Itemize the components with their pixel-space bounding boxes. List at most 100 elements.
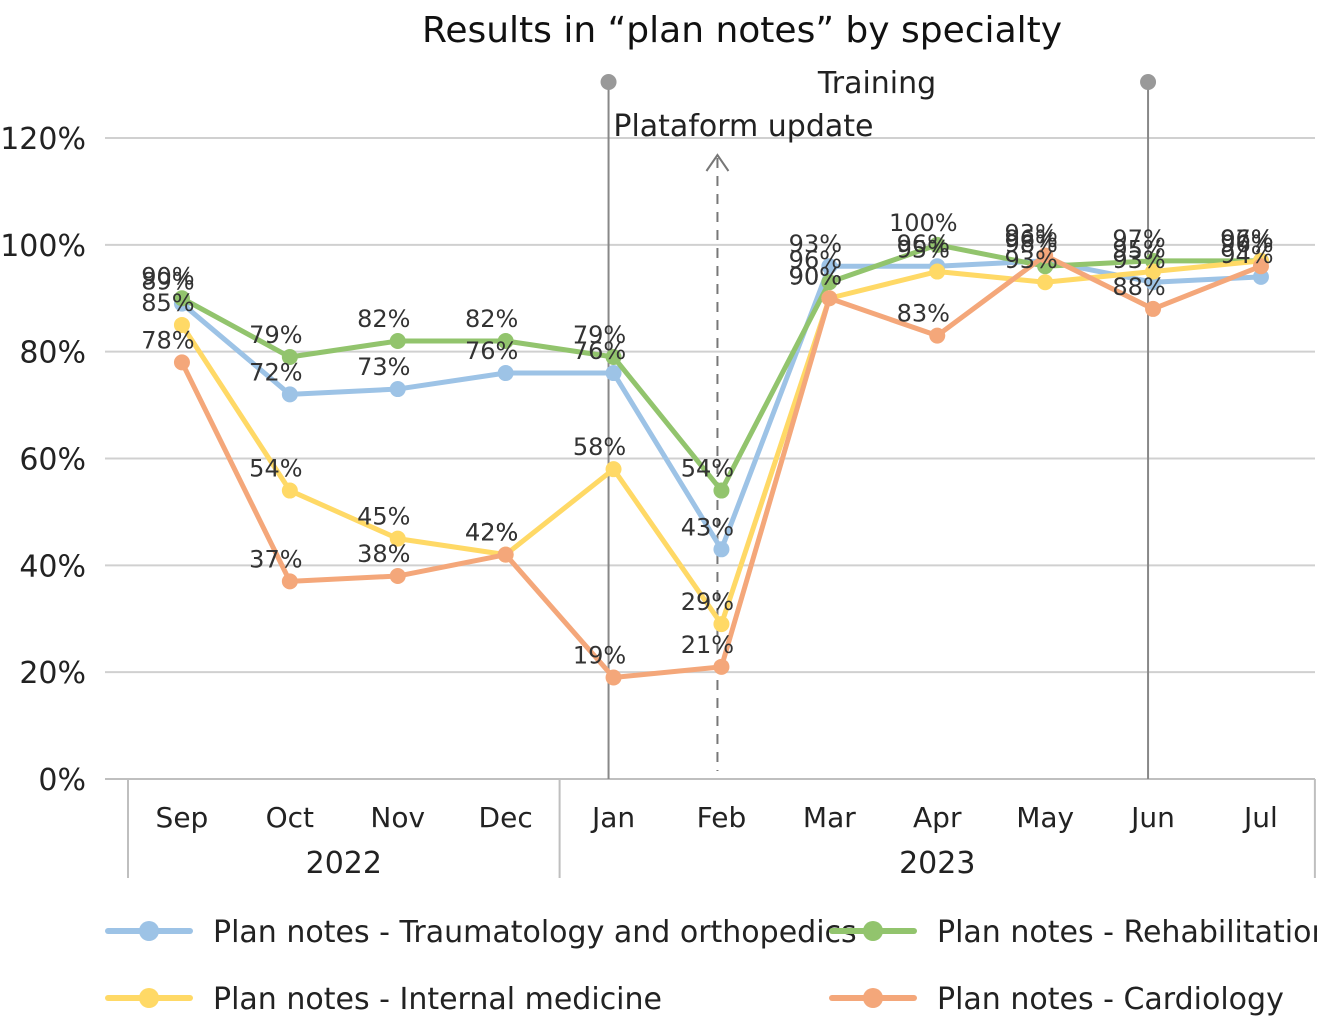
data-label: 58% (573, 433, 626, 461)
data-labels: 89%72% 73%76% 76%43%93% 96% 96%93% 94%90%79%8… (141, 209, 1273, 670)
data-point (713, 541, 730, 558)
data-label: 95% (897, 236, 950, 264)
chart-title: Results in “plan notes” by specialty (422, 10, 1062, 51)
training-label: Training (817, 66, 936, 101)
data-label: 19% (573, 642, 626, 670)
data-label: 97% (1112, 225, 1165, 253)
data-point (1037, 247, 1054, 264)
x-axis: Sep Oct Nov Dec Jan Feb Mar Apr May Jun Jul 2022 202… (127, 779, 1316, 881)
y-tick-label: 120% (0, 122, 86, 157)
data-label: 96% (897, 230, 950, 258)
data-label: 73% (357, 353, 410, 381)
data-point (821, 274, 838, 291)
data-point (281, 386, 298, 403)
data-label: 21% (681, 631, 734, 659)
legend-marker (863, 988, 883, 1008)
data-label: 96% (1004, 225, 1057, 253)
x-group-label: 2022 (306, 846, 382, 881)
data-point (497, 546, 514, 563)
data-point (821, 258, 838, 275)
data-point (281, 573, 298, 590)
data-label: 43% (681, 513, 734, 541)
x-tick-label: Sep (156, 801, 209, 834)
x-tick-label: Feb (697, 801, 747, 834)
x-tick-label: May (1016, 801, 1074, 834)
legend: Plan notes - Traumatology and orthopedic… (105, 915, 1317, 1017)
data-label: 38% (357, 540, 410, 568)
data-point (713, 616, 730, 633)
y-tick-label: 60% (19, 443, 86, 478)
data-label: 90% (789, 262, 842, 290)
data-point (1145, 300, 1162, 317)
data-label: 100% (889, 209, 958, 237)
series-line (179, 258, 1264, 552)
x-tick-label: Jan (590, 801, 635, 834)
data-label: 89% (141, 268, 194, 296)
data-point (929, 236, 946, 253)
y-tick-label: 40% (19, 549, 86, 584)
legend-label: Plan notes - Rehabilitation (937, 915, 1317, 950)
data-label: 93% (1004, 246, 1057, 274)
data-point (605, 365, 622, 382)
data-label: 78% (141, 326, 194, 354)
data-label: 88% (1112, 273, 1165, 301)
y-tick-label: 80% (19, 336, 86, 371)
y-tick-label: 20% (19, 656, 86, 691)
data-label: 83% (897, 300, 950, 328)
data-point (1252, 258, 1269, 275)
data-point (389, 568, 406, 585)
x-tick-label: Oct (266, 801, 314, 834)
data-point (281, 482, 298, 499)
platform-update-label: Plataform update (613, 109, 873, 144)
data-label: 37% (249, 545, 302, 573)
data-label: 96% (1220, 225, 1273, 253)
x-tick-label: Dec (479, 801, 533, 834)
x-group-label: 2023 (899, 846, 975, 881)
data-point (713, 482, 730, 499)
data-label: 72% (249, 358, 302, 386)
data-point (389, 381, 406, 398)
data-point (929, 263, 946, 280)
data-label: 42% (465, 519, 518, 547)
data-point (497, 332, 514, 349)
legend-label: Plan notes - Cardiology (937, 982, 1284, 1017)
data-label: 95% (1112, 236, 1165, 264)
data-label: 98% (1004, 230, 1057, 258)
data-label: 76% (465, 337, 518, 365)
arrow-head-icon (705, 153, 730, 172)
data-point (605, 669, 622, 686)
data-label: 82% (465, 305, 518, 333)
y-axis-ticks: 0% 20% 40% 60% 80% 100% 120% (0, 122, 86, 798)
data-label: 93% (789, 230, 842, 258)
data-label: 79% (573, 321, 626, 349)
data-label: 96% (1220, 230, 1273, 258)
data-point (173, 354, 190, 371)
legend-marker (863, 921, 883, 941)
legend-label: Plan notes - Internal medicine (213, 982, 662, 1017)
data-label: 79% (249, 321, 302, 349)
x-tick-label: Jun (1129, 801, 1175, 834)
data-label: 90% (789, 262, 842, 290)
data-label: 90% (141, 262, 194, 290)
data-point (173, 316, 190, 333)
data-label: 93% (1112, 246, 1165, 274)
data-label: 85% (141, 289, 194, 317)
data-label: 54% (681, 455, 734, 483)
data-point (281, 349, 298, 366)
x-tick-label: Apr (913, 801, 962, 834)
data-point (173, 290, 190, 307)
data-label: 42% (465, 519, 518, 547)
data-point (821, 290, 838, 307)
annotations: Plataform update Training (600, 66, 1157, 779)
data-point (1037, 274, 1054, 291)
training-marker (600, 74, 617, 90)
data-point (929, 327, 946, 344)
data-label: 97% (1220, 225, 1273, 253)
legend-label: Plan notes - Traumatology and orthopedic… (213, 915, 857, 950)
data-label: 96% (789, 246, 842, 274)
data-label: 54% (249, 455, 302, 483)
data-point (497, 365, 514, 382)
data-label: 76% (573, 337, 626, 365)
data-label: 82% (357, 305, 410, 333)
